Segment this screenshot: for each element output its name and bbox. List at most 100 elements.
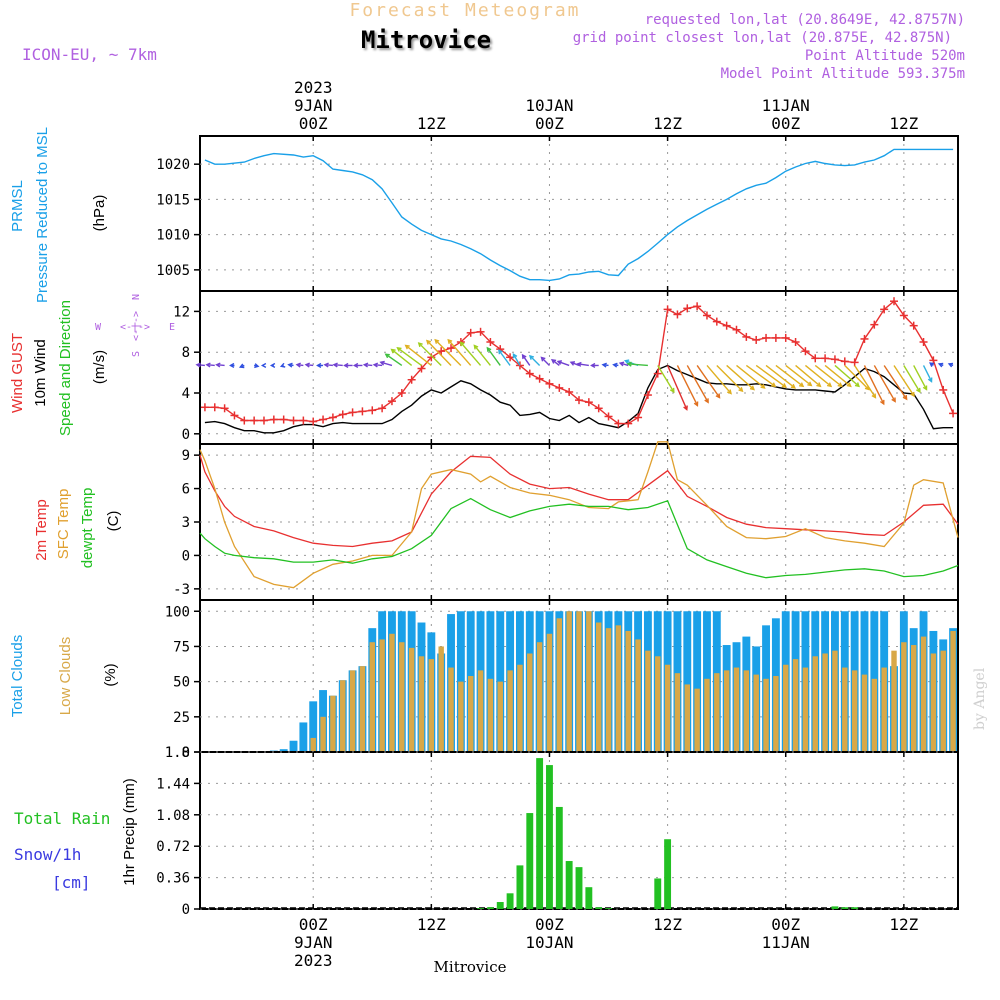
rain-bar — [664, 839, 672, 909]
low-cloud-bar — [408, 647, 415, 752]
wind-arrow-shaft — [473, 345, 491, 366]
t2m-line — [199, 454, 959, 548]
bottom-time-label: 12Z — [417, 915, 446, 934]
low-cloud-bar — [930, 653, 937, 752]
low-cloud-bar — [576, 611, 582, 752]
sfc-temp-label: SFC Temp — [55, 489, 72, 560]
bottom-time-label: 2023 — [294, 951, 333, 970]
low-cloud-bar — [497, 681, 503, 752]
wind-arrow — [569, 361, 580, 367]
gust-marker — [890, 297, 899, 306]
gust-marker — [919, 338, 928, 346]
requested-coords: requested lon,lat (20.8649E, 42.8757N) — [645, 12, 965, 28]
low-cloud-bar — [664, 664, 671, 752]
wind-arrow-head — [623, 359, 630, 365]
top-time-label: 12Z — [417, 114, 446, 133]
wind-arrow-head — [771, 382, 777, 388]
clouds-ytick-label: 0 — [182, 745, 190, 761]
low-cloud-bar — [438, 646, 444, 752]
gust-marker — [634, 413, 643, 422]
bottom-time-label: 12Z — [653, 915, 682, 934]
wind-arrow-head — [352, 362, 359, 369]
gust-marker — [702, 311, 711, 320]
wind-arrow-head — [576, 361, 582, 367]
wind-arrow-head — [826, 382, 833, 388]
compass-e: E — [169, 322, 175, 333]
low-cloud-bar — [536, 642, 543, 752]
wind-arrow — [913, 365, 928, 391]
wind-arrow-shaft — [795, 364, 821, 387]
wind-ytick-label: 8 — [182, 345, 190, 361]
wind-arrow-head — [417, 342, 423, 348]
wind-arrow-shaft — [577, 363, 589, 367]
precip-ytick-label: 0.72 — [156, 839, 190, 855]
low-cloud-bar — [477, 670, 484, 752]
wind-arrow — [229, 362, 235, 369]
low-cloud-bar — [556, 618, 563, 752]
gust-marker — [693, 302, 702, 311]
low-cloud-bar — [566, 611, 572, 752]
low-cloud-bar — [625, 630, 631, 752]
pressure-ytick-label: 1005 — [156, 263, 190, 279]
gust-marker — [821, 354, 830, 363]
gust-marker — [486, 338, 495, 346]
wind-arrow-head — [316, 362, 322, 369]
pressure-ytick-label: 1010 — [156, 228, 190, 244]
wind-arrow-head — [473, 344, 479, 350]
total-cloud-bar — [279, 749, 288, 752]
wind-arrow-shaft — [785, 364, 812, 387]
wind-arrow-head — [726, 389, 732, 395]
gust-marker — [840, 357, 849, 366]
precip-ytick-label: 0 — [182, 902, 190, 918]
wind-arrow — [824, 364, 852, 388]
low-cloud-bar — [822, 653, 828, 752]
gust-marker — [525, 369, 534, 378]
rain-bar — [477, 908, 485, 909]
model-altitude: Model Point Altitude 593.375m — [721, 66, 965, 82]
clouds-ytick-label: 75 — [173, 639, 190, 655]
wind-arrow — [304, 362, 314, 368]
low-clouds-label: Low Clouds — [57, 637, 74, 715]
wind-arrow — [626, 361, 648, 367]
pressure-long-label: Pressure Reduced to MSL — [34, 127, 51, 303]
top-time-label: 9JAN — [294, 96, 333, 115]
wind-arrow-shaft — [426, 340, 452, 366]
gust-marker — [909, 321, 918, 330]
gust-marker — [535, 374, 544, 383]
compass-s: S — [131, 351, 142, 357]
wind-arrow-shaft — [447, 339, 472, 366]
panel-labels: PRMSL Pressure Reduced to MSL (hPa) Wind GU… — [9, 127, 175, 892]
wind-arrow-head — [790, 383, 796, 389]
gust-marker — [801, 347, 810, 356]
wind-arrow — [657, 365, 675, 394]
rain-bar — [536, 758, 544, 909]
panels: 1005 1010 1015 1020 0 4 8 12 -3 0 3 6 9 0 25 50 75 100 0 0.… — [156, 135, 959, 918]
wind-arrow-shaft — [726, 364, 755, 390]
rain-bar — [546, 765, 553, 909]
wind-arrow-shaft — [814, 364, 843, 387]
wind-arrow — [498, 349, 511, 366]
gust-marker — [545, 379, 554, 388]
gust-marker — [643, 391, 652, 400]
wind-arrow — [686, 365, 709, 404]
snow-label: Snow/1h — [14, 845, 81, 864]
wind-arrow — [540, 356, 550, 366]
gust-marker — [899, 311, 908, 320]
low-cloud-bar — [605, 628, 612, 752]
wind-arrow-head — [404, 344, 410, 350]
gust-marker — [387, 397, 396, 406]
low-cloud-bar — [694, 688, 700, 752]
wind-arrow-head — [260, 362, 267, 369]
wind-arrow — [834, 364, 860, 388]
wind-arrow — [404, 344, 432, 367]
gust-marker — [771, 333, 780, 342]
wind-arrow-shaft — [657, 365, 675, 393]
wind-arrow-shaft — [666, 365, 688, 410]
low-cloud-bar — [330, 695, 336, 752]
wind-arrow-head — [937, 362, 944, 368]
gust-marker — [309, 417, 318, 426]
clouds-ytick-label: 25 — [173, 710, 190, 726]
t2m-label: 2m Temp — [33, 499, 50, 560]
wind-arrow — [425, 339, 452, 366]
